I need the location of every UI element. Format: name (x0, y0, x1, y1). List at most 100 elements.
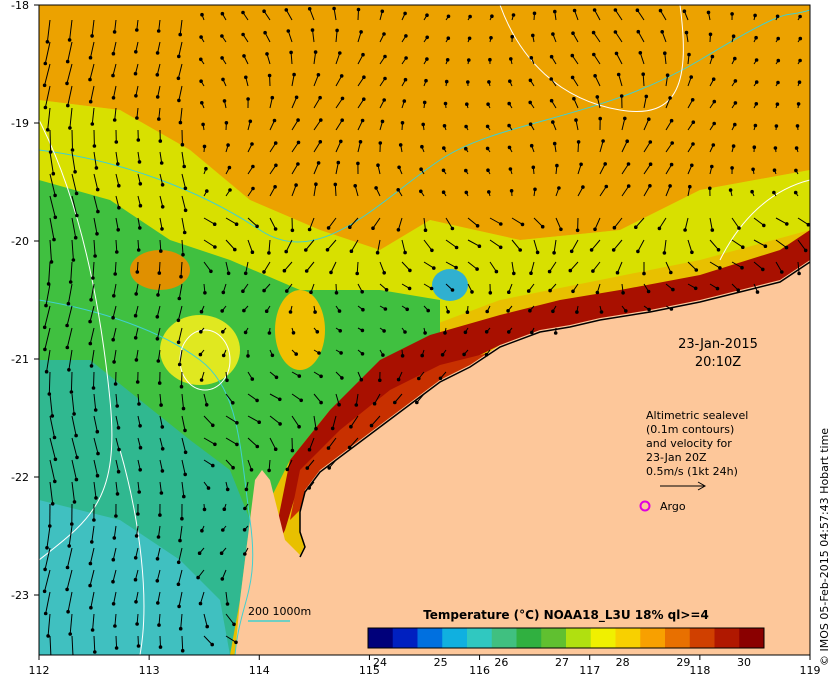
x-tick-label: 112 (29, 664, 50, 677)
velocity-arrow-head (297, 424, 301, 429)
velocity-arrow-head (178, 120, 183, 125)
velocity-arrow-head (477, 244, 482, 248)
velocity-arrow (731, 261, 743, 269)
velocity-arrow-head (93, 408, 98, 412)
velocity-arrow (44, 547, 51, 570)
velocity-arrow (93, 371, 95, 389)
velocity-arrow-head (658, 8, 663, 13)
y-tick-label: -23 (11, 589, 29, 602)
velocity-arrow-head (159, 491, 164, 495)
velocity-arrow-head (551, 309, 555, 314)
velocity-arrow-head (50, 657, 53, 660)
colorbar-cell (689, 628, 715, 648)
velocity-arrow (46, 349, 51, 372)
velocity-arrow-head (520, 222, 525, 227)
velocity-arrow-head (318, 140, 323, 144)
velocity-arrow (621, 140, 628, 153)
velocity-arrow (67, 547, 73, 568)
velocity-arrow-head (468, 14, 472, 19)
velocity-arrow (44, 85, 51, 108)
velocity-arrow-head (68, 632, 72, 636)
velocity-arrow (89, 569, 95, 586)
velocity-arrow (291, 415, 300, 427)
velocity-arrow-head (50, 502, 55, 506)
velocity-arrow-head (425, 13, 429, 17)
velocity-arrow-head (710, 54, 715, 59)
velocity-arrow-head (136, 512, 140, 516)
velocity-arrow-head (591, 30, 596, 35)
velocity-arrow-head (43, 105, 48, 110)
velocity-arrow-head (510, 34, 515, 39)
velocity-arrow-head (72, 500, 77, 504)
velocity-arrow-head (44, 303, 48, 308)
velocity-arrow-head (294, 95, 299, 100)
velocity-arrow-head (243, 271, 248, 276)
velocity-arrow-head (528, 78, 533, 83)
velocity-arrow-head (683, 228, 687, 232)
velocity-arrow-head (284, 8, 289, 12)
velocity-arrow (555, 217, 562, 230)
velocity-arrow-head (234, 640, 238, 645)
velocity-arrow-head (183, 186, 188, 191)
velocity-arrow-head (338, 51, 342, 55)
velocity-arrow (45, 283, 51, 306)
velocity-arrow (290, 52, 293, 65)
velocity-arrow-head (112, 294, 116, 298)
velocity-arrow (71, 393, 75, 414)
velocity-arrow-head (200, 12, 204, 17)
velocity-arrow (178, 327, 183, 343)
velocity-arrow (684, 217, 689, 231)
velocity-arrow (69, 19, 73, 40)
velocity-arrow-head (262, 9, 266, 13)
velocity-arrow-head (549, 77, 554, 81)
velocity-arrow (68, 525, 73, 546)
velocity-arrow (247, 239, 253, 253)
velocity-arrow (643, 185, 651, 197)
velocity-arrow-head (454, 245, 459, 250)
velocity-arrow-head (403, 11, 407, 16)
velocity-arrow-head (65, 81, 69, 86)
velocity-arrow (709, 239, 719, 251)
velocity-arrow-head (314, 426, 318, 431)
velocity-arrow (180, 613, 183, 629)
velocity-arrow-head (718, 266, 722, 270)
velocity-arrow (665, 120, 673, 131)
velocity-arrow (48, 371, 51, 395)
velocity-arrow-head (795, 124, 800, 128)
velocity-arrow (179, 525, 183, 541)
velocity-arrow-head (243, 330, 248, 335)
velocity-arrow (158, 261, 161, 274)
velocity-arrow-head (133, 577, 138, 582)
velocity-arrow-head (111, 315, 115, 320)
velocity-arrow-head (417, 376, 421, 381)
velocity-arrow (203, 437, 216, 445)
velocity-arrow (374, 393, 381, 404)
velocity-arrow-head (137, 160, 142, 164)
velocity-arrow-head (159, 403, 163, 407)
velocity-arrow (643, 141, 651, 153)
velocity-arrow (658, 217, 667, 229)
velocity-arrow-head (93, 254, 97, 258)
velocity-arrow-head (313, 310, 317, 314)
velocity-arrow-head (601, 139, 605, 143)
velocity-arrow-head (736, 288, 741, 293)
x-tick-label: 117 (579, 664, 600, 677)
velocity-arrow-head (441, 190, 446, 194)
velocity-arrow-head (205, 189, 209, 193)
velocity-arrow (158, 525, 161, 538)
velocity-arrow-head (211, 423, 215, 428)
velocity-arrow (593, 54, 601, 65)
velocity-arrow (113, 525, 117, 538)
velocity-arrow-head (66, 609, 70, 614)
y-tick-label: -21 (11, 353, 29, 366)
velocity-arrow-head (42, 589, 47, 594)
velocity-arrow-head (507, 101, 512, 106)
velocity-arrow (291, 97, 298, 109)
velocity-arrow (156, 569, 161, 581)
velocity-arrow-head (376, 163, 380, 167)
velocity-arrow-head (552, 141, 557, 146)
velocity-arrow (90, 283, 95, 300)
velocity-arrow-head (135, 380, 140, 384)
velocity-arrow-head (733, 101, 738, 105)
velocity-arrow-head (403, 330, 407, 334)
